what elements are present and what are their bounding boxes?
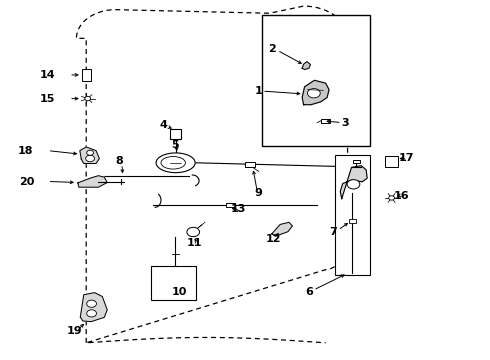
Bar xyxy=(226,203,235,207)
Circle shape xyxy=(87,150,94,155)
Bar xyxy=(353,159,360,163)
Bar xyxy=(170,129,181,139)
Polygon shape xyxy=(340,166,367,199)
Text: 16: 16 xyxy=(393,191,409,201)
Circle shape xyxy=(187,227,199,237)
Bar xyxy=(349,220,356,223)
Polygon shape xyxy=(78,176,107,187)
Text: 1: 1 xyxy=(255,86,263,96)
Text: 18: 18 xyxy=(17,146,33,156)
Polygon shape xyxy=(302,80,329,105)
Bar xyxy=(335,155,369,275)
Circle shape xyxy=(347,180,360,189)
Text: 13: 13 xyxy=(231,204,246,215)
Circle shape xyxy=(86,155,95,162)
Circle shape xyxy=(85,96,91,101)
Text: 19: 19 xyxy=(67,325,83,336)
Text: 5: 5 xyxy=(171,140,178,150)
Text: 2: 2 xyxy=(268,44,276,54)
Bar xyxy=(82,69,91,81)
Text: 6: 6 xyxy=(306,287,314,297)
Text: 10: 10 xyxy=(172,287,187,297)
Text: 9: 9 xyxy=(254,188,262,198)
Polygon shape xyxy=(80,147,99,163)
Bar xyxy=(262,15,369,146)
Polygon shape xyxy=(302,62,311,69)
Ellipse shape xyxy=(156,153,195,173)
Text: 8: 8 xyxy=(115,156,123,166)
Bar xyxy=(321,119,330,123)
Polygon shape xyxy=(80,293,107,321)
Bar xyxy=(151,266,196,300)
Circle shape xyxy=(389,196,394,200)
Polygon shape xyxy=(272,222,293,236)
Text: 4: 4 xyxy=(159,121,168,130)
Circle shape xyxy=(308,89,320,98)
Text: 3: 3 xyxy=(342,118,349,128)
Text: 14: 14 xyxy=(39,70,55,80)
Text: 17: 17 xyxy=(398,153,414,163)
Text: 20: 20 xyxy=(20,177,35,187)
Text: 11: 11 xyxy=(187,238,202,248)
Text: 15: 15 xyxy=(39,94,55,104)
Text: 12: 12 xyxy=(266,234,281,244)
Text: 7: 7 xyxy=(329,227,337,237)
Bar xyxy=(386,156,398,167)
Circle shape xyxy=(87,300,97,307)
Bar xyxy=(245,162,255,167)
Circle shape xyxy=(87,310,97,317)
